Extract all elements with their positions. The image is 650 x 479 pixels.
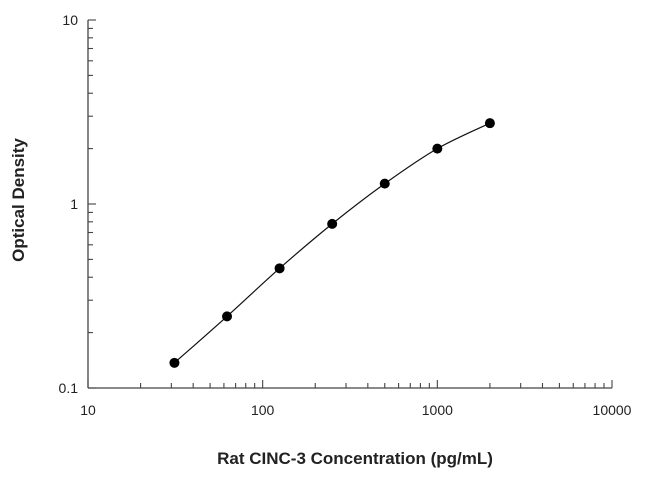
x-tick-label: 1000 (422, 402, 453, 418)
y-axis-title: Optical Density (9, 138, 28, 262)
data-point (432, 143, 443, 154)
ticks (87, 19, 613, 389)
data-point (274, 263, 285, 274)
y-tick-label: 10 (62, 12, 78, 28)
y-tick-label: 1 (70, 196, 78, 212)
x-tick-label: 10 (80, 402, 96, 418)
data-points (169, 118, 495, 368)
fit-curve (174, 122, 491, 364)
data-point (222, 311, 233, 322)
data-point (327, 218, 338, 229)
data-point (379, 178, 390, 189)
y-tick-label: 0.1 (59, 380, 79, 396)
x-axis-title: Rat CINC-3 Concentration (pg/mL) (217, 449, 493, 468)
x-tick-label: 100 (251, 402, 275, 418)
x-tick-label: 10000 (593, 402, 632, 418)
axes (87, 20, 612, 389)
tick-labels: 10 100 1000 10000 0.1 1 10 (59, 12, 632, 418)
data-point (169, 357, 180, 368)
data-point (484, 118, 495, 129)
